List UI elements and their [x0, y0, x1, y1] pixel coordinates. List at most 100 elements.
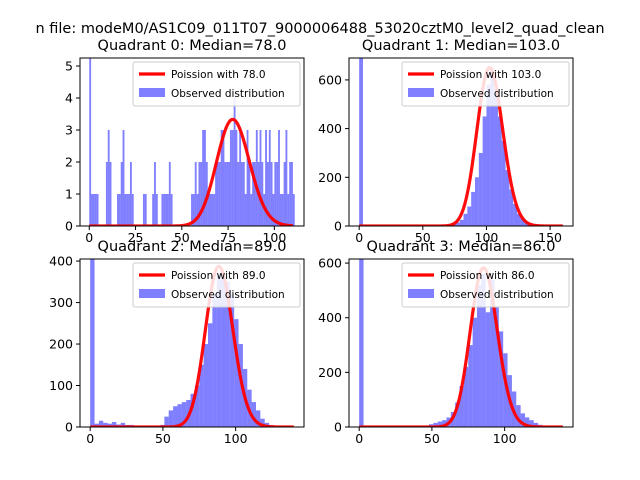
histogram-bar: [89, 58, 92, 226]
histogram-bar: [475, 177, 479, 226]
y-tick-label: 5: [65, 59, 73, 74]
histogram-bar: [224, 162, 227, 226]
subplot-quadrant-3: 0 50 100 0 200 400 600 Quadrant 3: Median=86.0 P…: [318, 239, 574, 446]
histogram-bar: [191, 194, 193, 226]
histogram-bar: [129, 162, 132, 226]
histogram-bar: [235, 130, 238, 226]
histogram-bar: [472, 317, 477, 427]
histogram-bar: [266, 162, 269, 226]
x-tick-label: 25: [128, 230, 144, 245]
legend-poisson-label: Poission with 89.0: [171, 270, 266, 282]
legend-observed-swatch: [408, 88, 434, 97]
legend: Poission with 103.0 Observed distribution: [401, 61, 570, 107]
histogram-bar: [468, 345, 473, 427]
histogram-bar: [181, 402, 187, 427]
x-tick-label: 50: [415, 230, 431, 245]
histogram-bar: [128, 194, 130, 226]
histogram-bar: [260, 418, 265, 427]
histogram-bar: [233, 98, 236, 226]
histogram-bar: [126, 194, 129, 226]
poisson-curve: [359, 266, 563, 427]
histogram-bar: [229, 294, 235, 427]
histogram-bar: [161, 194, 164, 226]
histogram-bar: [256, 410, 261, 427]
histogram-bar: [92, 194, 95, 226]
histogram-bar: [503, 353, 508, 427]
histogram-bar: [199, 364, 204, 427]
legend-box: [401, 262, 570, 308]
poisson-curve: [90, 264, 294, 427]
legend: Poission with 89.0 Observed distribution: [132, 262, 301, 308]
y-tick-label: 2: [65, 155, 73, 170]
x-tick-label: 100: [224, 431, 248, 446]
y-tick-label: 3: [65, 123, 73, 138]
histogram-bar: [252, 162, 255, 226]
histogram-bar: [155, 194, 158, 226]
histogram-bar: [250, 194, 253, 226]
histogram-bar: [94, 423, 99, 427]
histogram-bar: [459, 386, 464, 427]
x-tick-label: 0: [86, 431, 94, 446]
axes-frame: [79, 57, 305, 227]
histogram-bar: [482, 116, 487, 226]
histogram-bar: [207, 194, 210, 226]
subplot-title: Quadrant 3: Median=86.0: [367, 239, 556, 255]
histogram-bar: [529, 420, 534, 427]
y-tick-label: 200: [49, 337, 73, 352]
histogram-bar: [463, 213, 468, 226]
histogram-bar: [497, 116, 502, 226]
histogram-bar: [163, 194, 166, 226]
histogram-bar: [194, 385, 200, 427]
x-tick-label: 50: [174, 230, 190, 245]
histogram-bar: [463, 366, 469, 427]
histogram-bar: [281, 194, 284, 226]
histogram-bar: [122, 130, 125, 226]
histogram-bar: [241, 162, 243, 226]
histogram-bar: [270, 162, 273, 226]
histogram-bar: [168, 162, 171, 226]
histogram-bar: [231, 130, 234, 226]
histogram-bar: [442, 420, 447, 427]
figure-suptitle: n file: modeM0/AS1C09_011T07_9000006488_…: [35, 21, 604, 37]
y-tick-label: 400: [318, 310, 342, 325]
histogram-bar: [177, 404, 182, 427]
histogram-bar: [283, 162, 286, 226]
poisson-curve: [358, 66, 564, 226]
histogram-bar: [91, 194, 93, 226]
y-tick-label: 600: [318, 72, 342, 87]
histogram-bar: [202, 130, 205, 226]
legend-poisson-label: Poission with 103.0: [440, 69, 541, 81]
x-tick-label: 150: [538, 230, 562, 245]
histogram-bar: [228, 162, 230, 226]
histogram-bar: [164, 416, 169, 427]
histogram-bar: [248, 162, 251, 226]
histogram-bar: [194, 162, 197, 226]
y-tick-label: 0: [65, 219, 73, 234]
y-tick-label: 400: [49, 254, 73, 269]
histogram-bar: [98, 420, 104, 427]
histogram-bar: [516, 405, 521, 427]
histogram-bar: [274, 162, 277, 226]
histogram-bar: [509, 189, 514, 226]
histogram-bar: [192, 194, 195, 226]
axes-frame: [79, 258, 305, 428]
histogram-bar: [103, 422, 108, 427]
histogram-bar: [433, 422, 438, 427]
poisson-curve: [89, 117, 293, 226]
histogram-bar: [291, 162, 293, 226]
histogram-bar: [498, 331, 504, 427]
histogram-bar: [239, 130, 242, 226]
subplot-quadrant-2: 0 50 100 0 100 200 300 400 Quadrant 2: Median=89…: [49, 239, 305, 446]
histogram-bar: [287, 194, 290, 226]
histogram-bar: [96, 194, 99, 226]
legend-box: [132, 61, 301, 107]
histogram-bar: [494, 306, 499, 427]
x-tick-label: 75: [220, 230, 236, 245]
legend-box: [132, 262, 301, 308]
histogram-bar: [246, 130, 249, 226]
histogram-bar: [259, 130, 262, 226]
legend-observed-swatch: [408, 289, 434, 298]
histogram-bar: [105, 162, 108, 226]
histogram-bar: [513, 204, 517, 226]
